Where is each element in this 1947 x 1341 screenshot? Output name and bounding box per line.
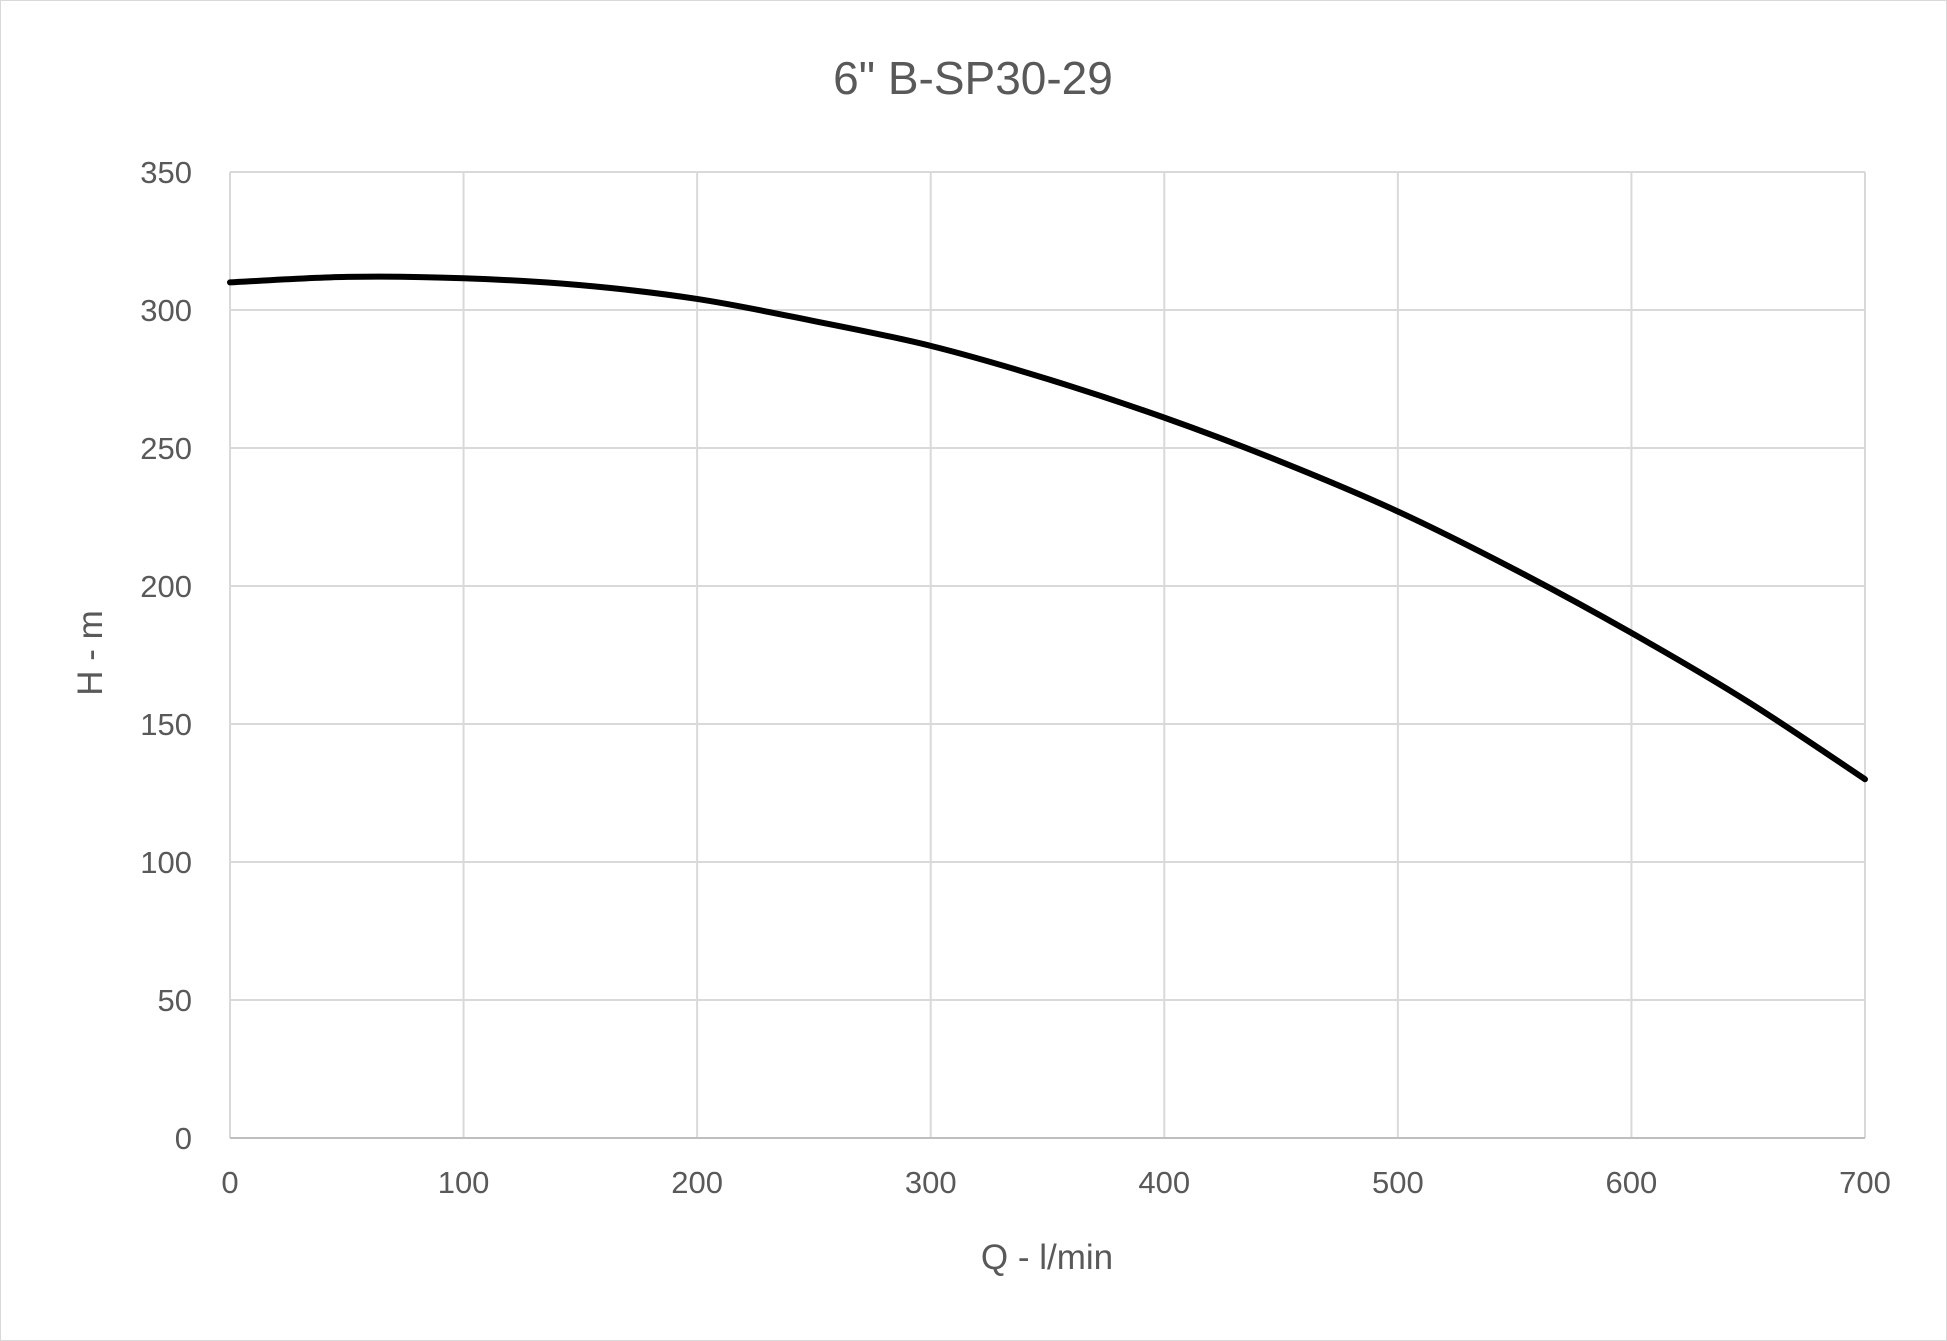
y-tick-label: 350 [140,155,192,190]
x-tick-label: 300 [905,1165,957,1200]
x-tick-label: 600 [1606,1165,1658,1200]
series-layer [227,273,1868,783]
y-tick-label: 200 [140,569,192,604]
y-tick-label: 250 [140,431,192,466]
x-tick-label: 0 [221,1165,238,1200]
tick-labels: 0 50 100 150 200 250 300 350 0 100 200 300 400 500 600… [140,155,1891,1200]
grid [229,171,1866,1138]
y-axis-label: H - m [71,610,110,696]
y-tick-label: 300 [140,293,192,328]
x-tick-label: 500 [1372,1165,1424,1200]
pump-curve-line [227,273,1868,783]
x-tick-label: 700 [1839,1165,1891,1200]
x-tick-label: 200 [671,1165,723,1200]
chart-title: 6" B-SP30-29 [833,52,1113,104]
x-tick-label: 100 [438,1165,490,1200]
y-tick-label: 50 [158,983,192,1018]
x-tick-label: 400 [1138,1165,1190,1200]
y-tick-label: 150 [140,707,192,742]
y-tick-label: 100 [140,845,192,880]
y-tick-label: 0 [175,1121,192,1156]
x-axis-label: Q - l/min [981,1238,1113,1277]
